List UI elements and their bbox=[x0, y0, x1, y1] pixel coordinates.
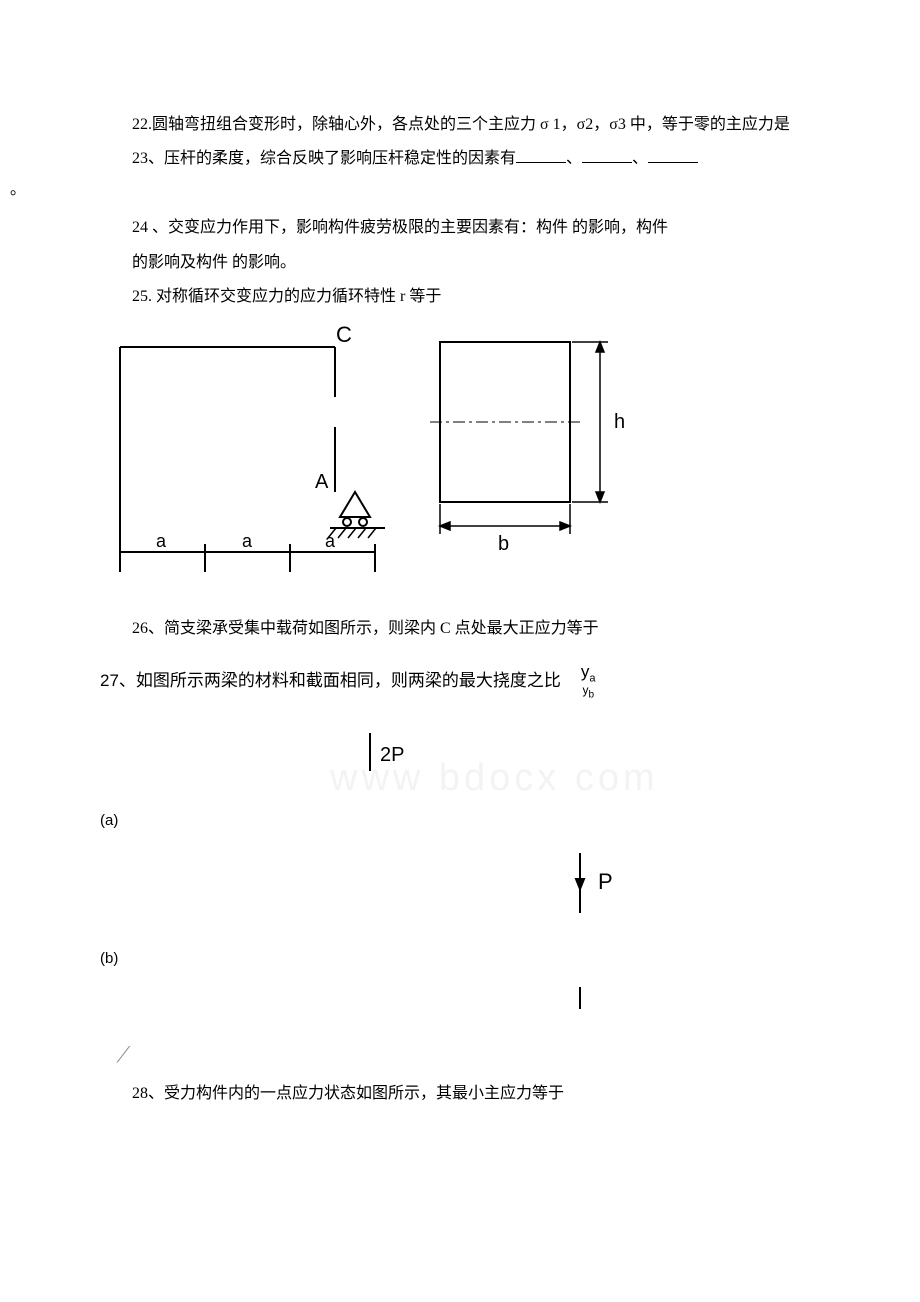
question-26: 26、简支梁承受集中载荷如图所示，则梁内 C 点处最大正应力等于 bbox=[100, 614, 820, 644]
blank-2 bbox=[582, 147, 632, 163]
q22-text: 22.圆轴弯扭组合变形时，除轴心外，各点处的三个主应力 σ 1，σ2，σ3 中，… bbox=[132, 116, 790, 133]
label-a-text: (a) bbox=[100, 812, 118, 829]
dim-a1: a bbox=[156, 531, 167, 551]
question-24-line2: 的影响及构件 的影响。 bbox=[100, 248, 820, 278]
label-b-text: (b) bbox=[100, 950, 118, 967]
q27-text: 27、如图所示两梁的材料和截面相同，则两梁的最大挠度之比 bbox=[100, 665, 561, 697]
load-P: P bbox=[598, 869, 613, 894]
frac-num: ya bbox=[581, 663, 596, 684]
num-sub: a bbox=[589, 672, 595, 684]
label-A: A bbox=[315, 471, 329, 493]
deflection-ratio: ya yb bbox=[581, 663, 596, 701]
dim-a3: a bbox=[325, 531, 336, 551]
label-b: b bbox=[498, 533, 509, 555]
diagram-q27b-load: P bbox=[100, 849, 660, 919]
question-27: 27、如图所示两梁的材料和截面相同，则两梁的最大挠度之比 ya yb bbox=[100, 663, 820, 701]
label-a: (a) bbox=[100, 807, 820, 836]
q24-l1: 24 、交变应力作用下，影响构件疲劳极限的主要因素有：构件 的影响，构件 bbox=[132, 219, 668, 236]
den-sub: b bbox=[588, 690, 594, 701]
q23-end: 。 bbox=[10, 175, 820, 205]
load-2P: 2P bbox=[380, 744, 404, 766]
blank-1 bbox=[516, 147, 566, 163]
diagram-q27a-load: 2P bbox=[100, 727, 660, 782]
q23-sep2: 、 bbox=[632, 150, 648, 167]
stray-tick: ╱ bbox=[118, 1043, 820, 1070]
diagram-q26: C A a a a h b bbox=[100, 322, 660, 602]
q23-end-text: 。 bbox=[10, 181, 26, 198]
q26-text: 26、简支梁承受集中载荷如图所示，则梁内 C 点处最大正应力等于 bbox=[132, 620, 599, 637]
question-28: 28、受力构件内的一点应力状态如图所示，其最小主应力等于 bbox=[100, 1079, 820, 1109]
q28-text: 28、受力构件内的一点应力状态如图所示，其最小主应力等于 bbox=[132, 1085, 564, 1102]
blank-3 bbox=[648, 147, 698, 163]
dim-a2: a bbox=[242, 531, 253, 551]
question-23: 23、压杆的柔度，综合反映了影响压杆稳定性的因素有 、 、 bbox=[100, 144, 820, 174]
question-25: 25. 对称循环交变应力的应力循环特性 r 等于 bbox=[100, 282, 820, 312]
question-24-line1: 24 、交变应力作用下，影响构件疲劳极限的主要因素有：构件 的影响，构件 bbox=[100, 213, 820, 243]
q25-text: 25. 对称循环交变应力的应力循环特性 r 等于 bbox=[132, 288, 441, 305]
label-b: (b) bbox=[100, 945, 820, 974]
label-C: C bbox=[336, 322, 352, 347]
q23-sep1: 、 bbox=[566, 150, 582, 167]
frac-den: yb bbox=[582, 684, 594, 700]
q23-pre: 23、压杆的柔度，综合反映了影响压杆稳定性的因素有 bbox=[132, 150, 516, 167]
label-h: h bbox=[614, 411, 625, 433]
question-22: 22.圆轴弯扭组合变形时，除轴心外，各点处的三个主应力 σ 1，σ2，σ3 中，… bbox=[100, 110, 820, 140]
q24-l2: 的影响及构件 的影响。 bbox=[132, 254, 296, 271]
diagram-q27b-tail bbox=[100, 987, 660, 1017]
